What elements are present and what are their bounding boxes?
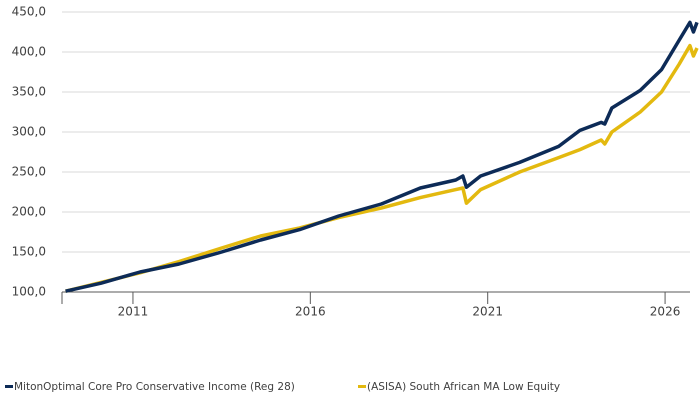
x-tick-label: 2021 [472,305,503,319]
y-tick-label: 200,0 [12,205,46,219]
legend-swatch [358,385,366,388]
series-line [65,43,699,293]
y-tick-label: 150,0 [12,245,46,259]
series-line [65,20,699,293]
legend-swatch [5,385,13,388]
y-tick-label: 250,0 [12,165,46,179]
x-tick-label: 2026 [650,305,681,319]
y-tick-label: 450,0 [12,5,46,19]
y-tick-label: 400,0 [12,45,46,59]
legend-label: (ASISA) South African MA Low Equity [367,381,560,393]
x-tick-label: 2011 [118,305,149,319]
y-tick-label: 350,0 [12,85,46,99]
legend-label: MitonOptimal Core Pro Conservative Incom… [14,381,295,393]
x-tick-label: 2016 [295,305,326,319]
y-tick-label: 300,0 [12,125,46,139]
y-tick-label: 100,0 [12,285,46,299]
